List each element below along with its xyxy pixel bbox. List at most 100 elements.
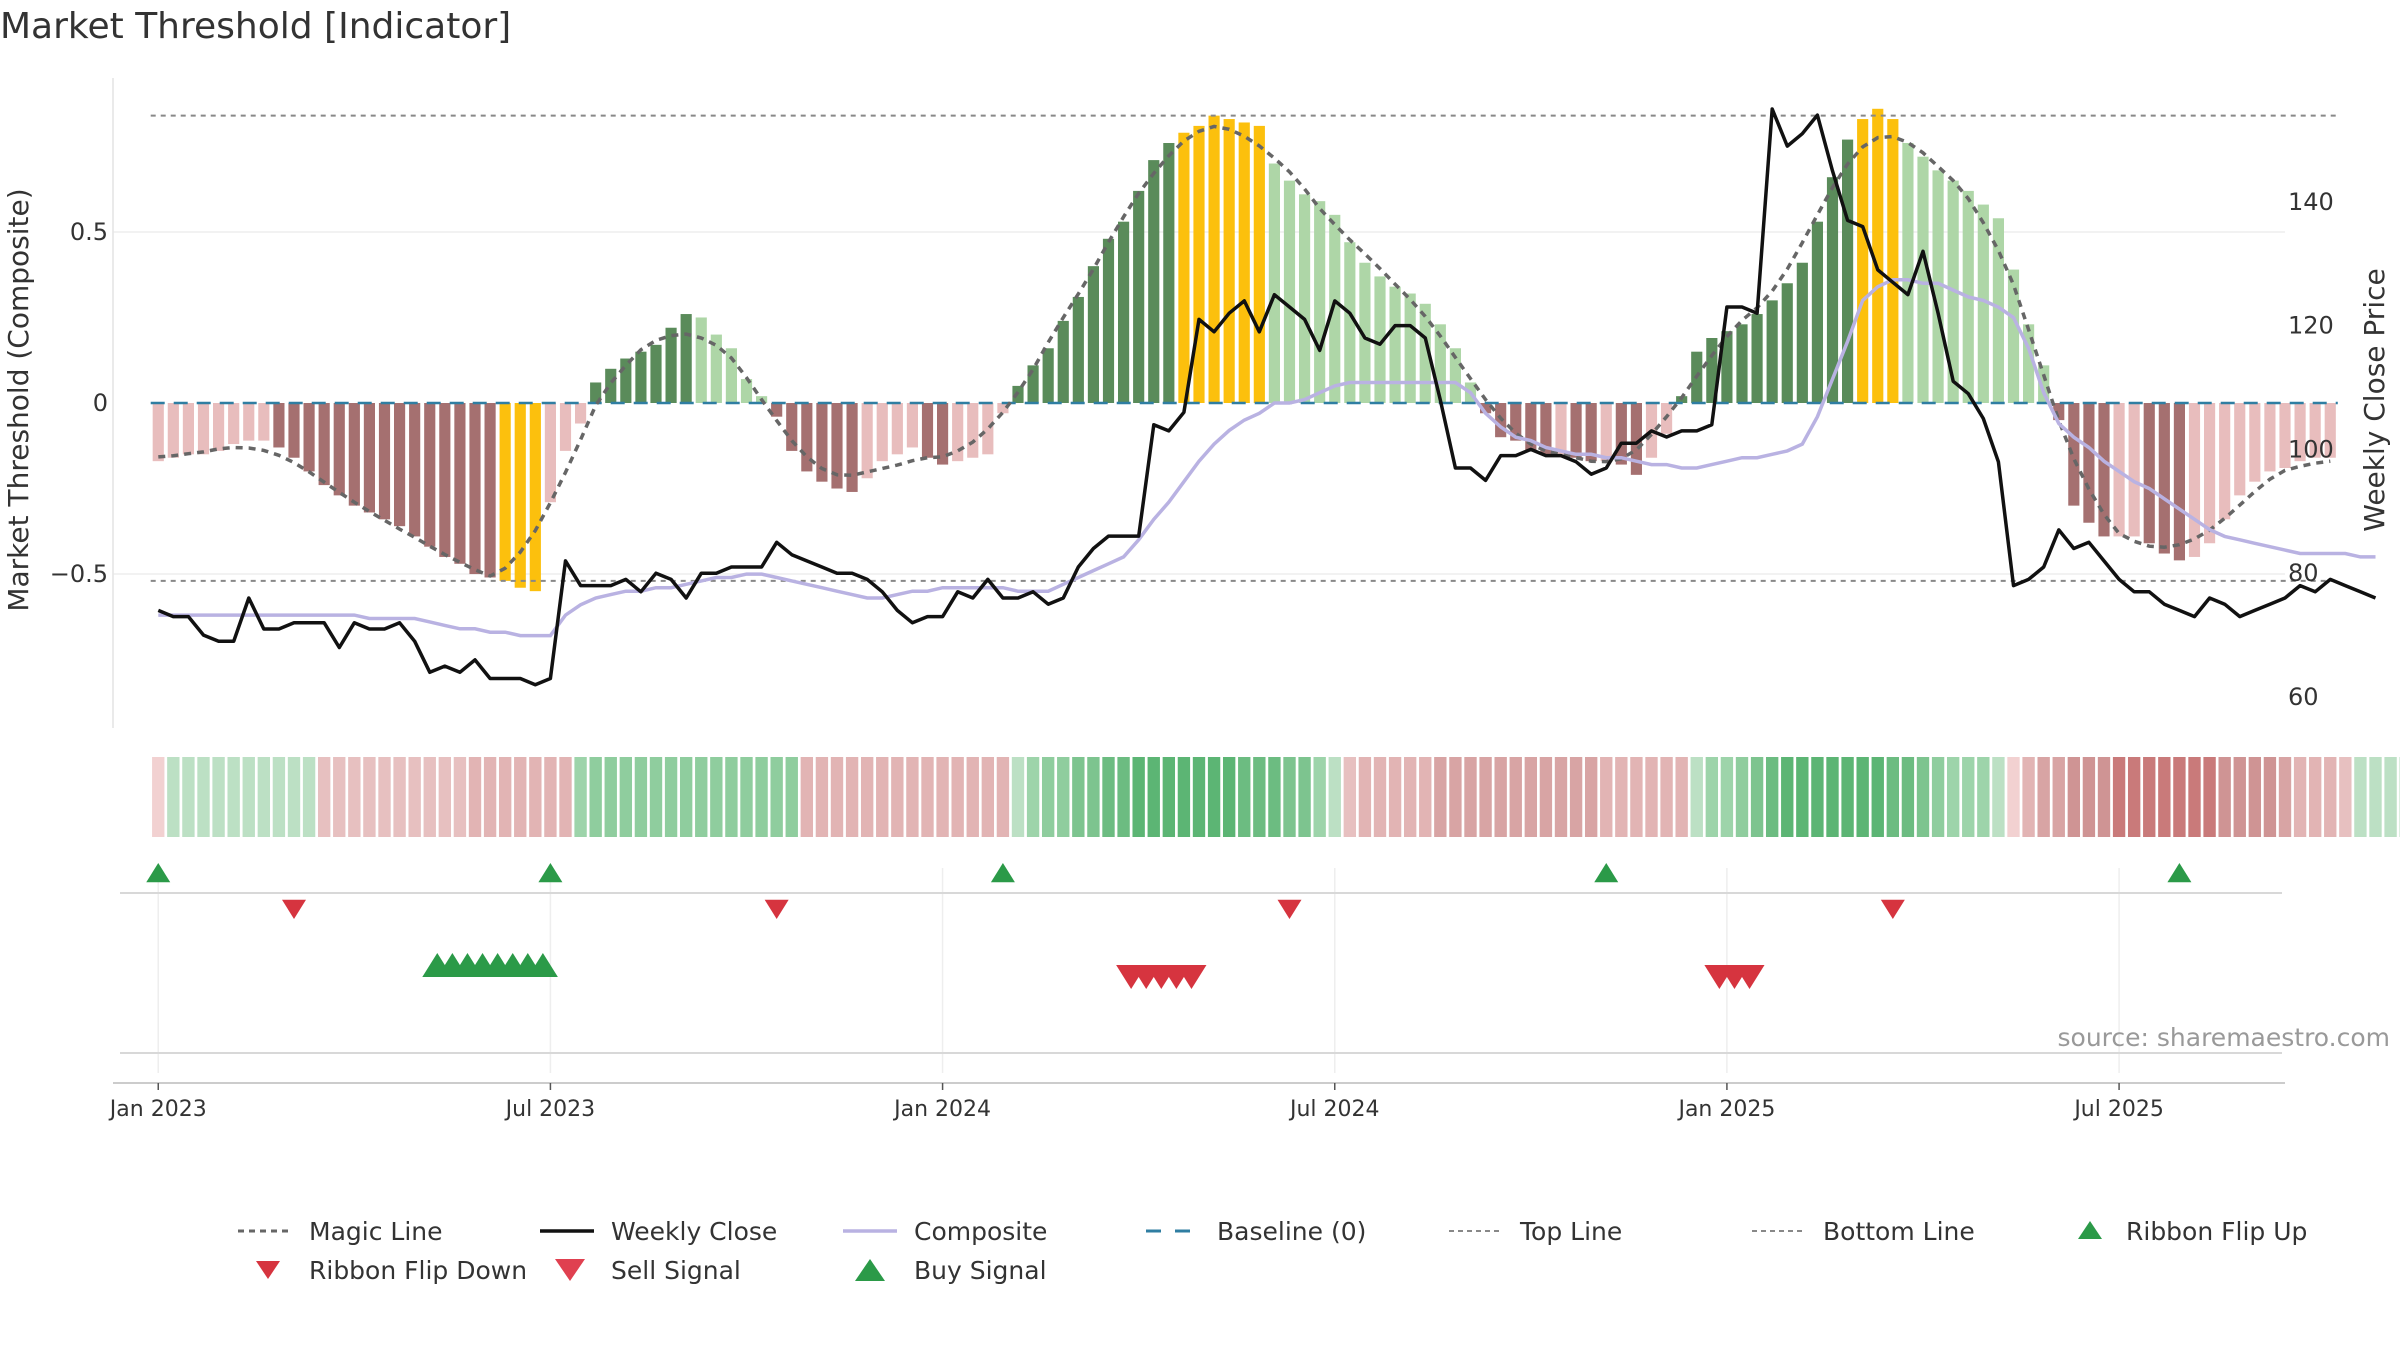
composite-bar — [499, 403, 511, 581]
composite-bar — [1314, 201, 1326, 403]
ribbon-bar — [483, 757, 497, 837]
composite-bar — [575, 403, 587, 424]
ribbon-bar — [1811, 757, 1824, 837]
legend-top-line[interactable]: Top Line — [1449, 1217, 1622, 1246]
composite-bar — [1977, 204, 1989, 403]
composite-bar — [1857, 119, 1869, 403]
ribbon-bar — [1554, 757, 1568, 837]
y2-tick-label: 100 — [2288, 435, 2334, 463]
composite-line — [158, 278, 2376, 638]
composite-bar — [1374, 276, 1386, 403]
composite-bar — [846, 403, 858, 492]
source-credit: source: sharemaestro.com — [2058, 1023, 2391, 1052]
composite-bar — [424, 403, 436, 547]
ribbon-bar — [393, 757, 406, 837]
ribbon-bar — [2188, 757, 2201, 837]
composite-bar — [2128, 403, 2140, 537]
ribbon-bar — [302, 757, 316, 837]
ribbon-bar — [1434, 757, 1447, 837]
buy-signal-marker — [538, 863, 563, 883]
ribbon-bar — [1464, 757, 1477, 837]
triangle-down-icon — [256, 1261, 280, 1279]
y2-tick-label: 60 — [2288, 683, 2319, 711]
ribbon-bar — [1524, 757, 1538, 837]
ribbon-bar — [1057, 757, 1070, 837]
ribbon-bar — [1177, 757, 1191, 837]
y-axis-label: Market Threshold (Composite) — [2, 188, 35, 611]
legend-composite[interactable]: Composite — [843, 1217, 1047, 1246]
ribbon-bar — [2203, 757, 2216, 837]
ribbon-bar — [2339, 757, 2352, 837]
ribbon-bar — [1343, 757, 1357, 837]
ribbon-bar — [1419, 757, 1432, 837]
legend-sell-signal[interactable]: Sell Signal — [555, 1256, 741, 1285]
composite-bar — [454, 403, 466, 564]
composite-bar — [1118, 221, 1130, 403]
ribbon-bar — [1735, 757, 1749, 837]
ribbon-bar — [679, 757, 693, 837]
ribbon-bar — [1871, 757, 1884, 837]
composite-bar — [1917, 156, 1929, 403]
composite-bar — [1238, 122, 1250, 403]
ribbon-bar — [1283, 757, 1296, 837]
sell-signal-marker — [282, 899, 306, 919]
ribbon-bar — [1796, 757, 1809, 837]
sell-signal-marker — [1880, 899, 1905, 919]
composite-bar — [861, 403, 873, 479]
buy-signal-marker — [2167, 863, 2192, 883]
legend: Magic Line Weekly Close Composite Baseli… — [238, 1217, 2307, 1285]
ribbon-bar — [1765, 757, 1779, 837]
legend-ribbon-flip-up[interactable]: Ribbon Flip Up — [2078, 1217, 2307, 1246]
ribbon-bar — [2112, 757, 2126, 837]
ribbon-strip — [152, 757, 2400, 837]
composite-bar — [786, 403, 798, 451]
ribbon-bar — [891, 757, 904, 837]
composite-bar — [1344, 242, 1356, 403]
ribbon-bar — [845, 757, 859, 837]
ribbon-bar — [227, 757, 240, 837]
legend-ribbon-flip-down[interactable]: Ribbon Flip Down — [256, 1256, 527, 1285]
ribbon-bar — [996, 757, 1010, 837]
composite-bar — [1148, 160, 1160, 403]
legend-buy-signal[interactable]: Buy Signal — [855, 1256, 1047, 1285]
ribbon-bar — [966, 757, 979, 837]
ribbon-bar — [2263, 757, 2277, 837]
ribbon-bar — [830, 757, 844, 837]
composite-bar — [1872, 108, 1884, 403]
legend-magic-line[interactable]: Magic Line — [238, 1217, 443, 1246]
composite-bar — [394, 403, 406, 527]
ribbon-bar — [876, 757, 889, 837]
composite-bar — [1178, 132, 1190, 403]
y2-tick-label: 120 — [2288, 312, 2334, 340]
composite-bar — [2098, 403, 2110, 537]
legend-weekly-close[interactable]: Weekly Close — [540, 1217, 777, 1246]
legend-bottom-line[interactable]: Bottom Line — [1752, 1217, 1975, 1246]
composite-bar — [1449, 348, 1461, 403]
composite-bar — [2158, 403, 2170, 554]
triangle-down-icon — [555, 1259, 585, 1281]
ribbon-bar — [2052, 757, 2065, 837]
ribbon-bar — [1011, 757, 1025, 837]
ribbon-bar — [2037, 757, 2050, 837]
composite-bar — [197, 403, 210, 455]
ribbon-bar — [529, 757, 542, 837]
y2-tick-label: 140 — [2288, 188, 2334, 216]
ribbon-bar — [1238, 757, 1251, 837]
ribbon-bar — [574, 757, 587, 837]
composite-bar — [876, 403, 888, 462]
composite-bar — [831, 403, 843, 489]
ribbon-bar — [1222, 757, 1236, 837]
ribbon-bar — [1931, 757, 1945, 837]
legend-baseline[interactable]: Baseline (0) — [1146, 1217, 1366, 1246]
triangle-up-icon — [855, 1259, 885, 1281]
x-tick-label: Jan 2024 — [892, 1097, 991, 1122]
composite-bar — [1811, 221, 1823, 403]
composite-bar — [1434, 324, 1446, 403]
composite-bar — [1736, 324, 1748, 403]
ribbon-bar — [1072, 757, 1085, 837]
composite-bar — [921, 403, 934, 458]
ribbon-bar — [1162, 757, 1176, 837]
ribbon-bar — [1087, 757, 1100, 837]
ribbon-bar — [1841, 757, 1854, 837]
